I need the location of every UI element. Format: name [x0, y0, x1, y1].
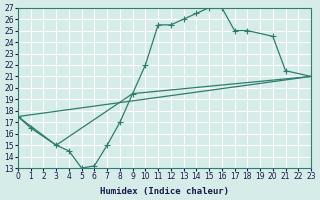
X-axis label: Humidex (Indice chaleur): Humidex (Indice chaleur): [100, 187, 229, 196]
